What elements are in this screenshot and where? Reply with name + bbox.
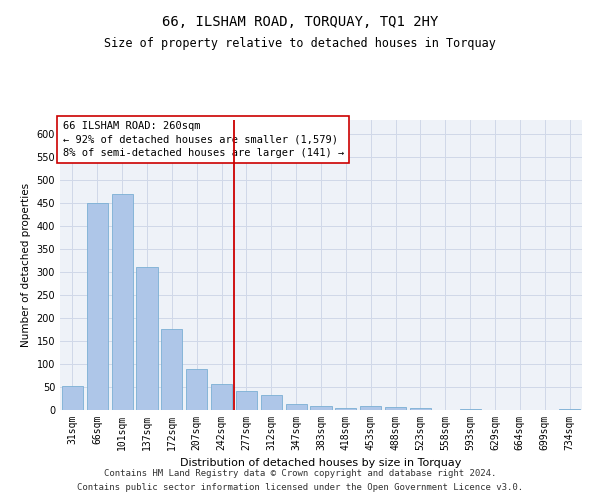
Text: Contains HM Land Registry data © Crown copyright and database right 2024.: Contains HM Land Registry data © Crown c…: [104, 468, 496, 477]
Bar: [286, 404, 307, 410]
Y-axis label: Number of detached properties: Number of detached properties: [21, 183, 31, 347]
Bar: [360, 406, 381, 410]
X-axis label: Distribution of detached houses by size in Torquay: Distribution of detached houses by size …: [181, 458, 461, 468]
Bar: [186, 370, 207, 410]
Text: Contains public sector information licensed under the Open Government Licence v3: Contains public sector information licen…: [77, 484, 523, 492]
Bar: [62, 386, 83, 410]
Bar: [410, 408, 431, 410]
Text: Size of property relative to detached houses in Torquay: Size of property relative to detached ho…: [104, 38, 496, 51]
Bar: [385, 407, 406, 410]
Bar: [335, 408, 356, 410]
Text: 66 ILSHAM ROAD: 260sqm
← 92% of detached houses are smaller (1,579)
8% of semi-d: 66 ILSHAM ROAD: 260sqm ← 92% of detached…: [62, 122, 344, 158]
Bar: [236, 390, 257, 410]
Bar: [559, 408, 580, 410]
Bar: [310, 406, 332, 410]
Bar: [87, 203, 108, 410]
Bar: [136, 268, 158, 410]
Bar: [460, 409, 481, 410]
Bar: [261, 396, 282, 410]
Text: 66, ILSHAM ROAD, TORQUAY, TQ1 2HY: 66, ILSHAM ROAD, TORQUAY, TQ1 2HY: [162, 15, 438, 29]
Bar: [112, 194, 133, 410]
Bar: [211, 384, 232, 410]
Bar: [161, 330, 182, 410]
